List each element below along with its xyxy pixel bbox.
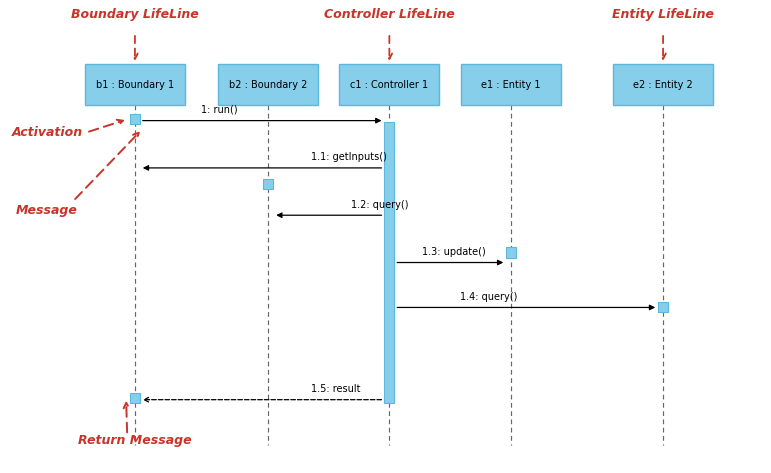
Text: 1.1: getInputs(): 1.1: getInputs() <box>311 152 387 162</box>
Text: c1 : Controller 1: c1 : Controller 1 <box>350 79 429 90</box>
Bar <box>130 114 140 124</box>
Text: Boundary LifeLine: Boundary LifeLine <box>71 9 199 21</box>
Bar <box>384 122 394 403</box>
Text: Activation: Activation <box>12 126 82 139</box>
Text: Controller LifeLine: Controller LifeLine <box>324 9 455 21</box>
Bar <box>658 302 668 312</box>
Bar <box>218 64 318 105</box>
Bar <box>507 247 517 258</box>
Bar <box>85 64 185 105</box>
Text: 1.2: query(): 1.2: query() <box>351 200 409 210</box>
Text: b1 : Boundary 1: b1 : Boundary 1 <box>96 79 174 90</box>
Text: Entity LifeLine: Entity LifeLine <box>612 9 714 21</box>
Text: 1.4: query(): 1.4: query() <box>460 292 517 302</box>
Text: 1: run(): 1: run() <box>201 105 237 115</box>
Text: 1.3: update(): 1.3: update() <box>423 247 486 257</box>
Bar <box>130 393 140 403</box>
Text: 1.5: result: 1.5: result <box>311 384 361 394</box>
Text: b2 : Boundary 2: b2 : Boundary 2 <box>229 79 308 90</box>
Bar <box>613 64 713 105</box>
Bar <box>263 179 273 189</box>
Text: Return Message: Return Message <box>78 434 192 447</box>
Bar <box>339 64 439 105</box>
Bar <box>461 64 561 105</box>
Text: e1 : Entity 1: e1 : Entity 1 <box>481 79 541 90</box>
Text: e2 : Entity 2: e2 : Entity 2 <box>633 79 693 90</box>
Text: Message: Message <box>15 204 77 217</box>
